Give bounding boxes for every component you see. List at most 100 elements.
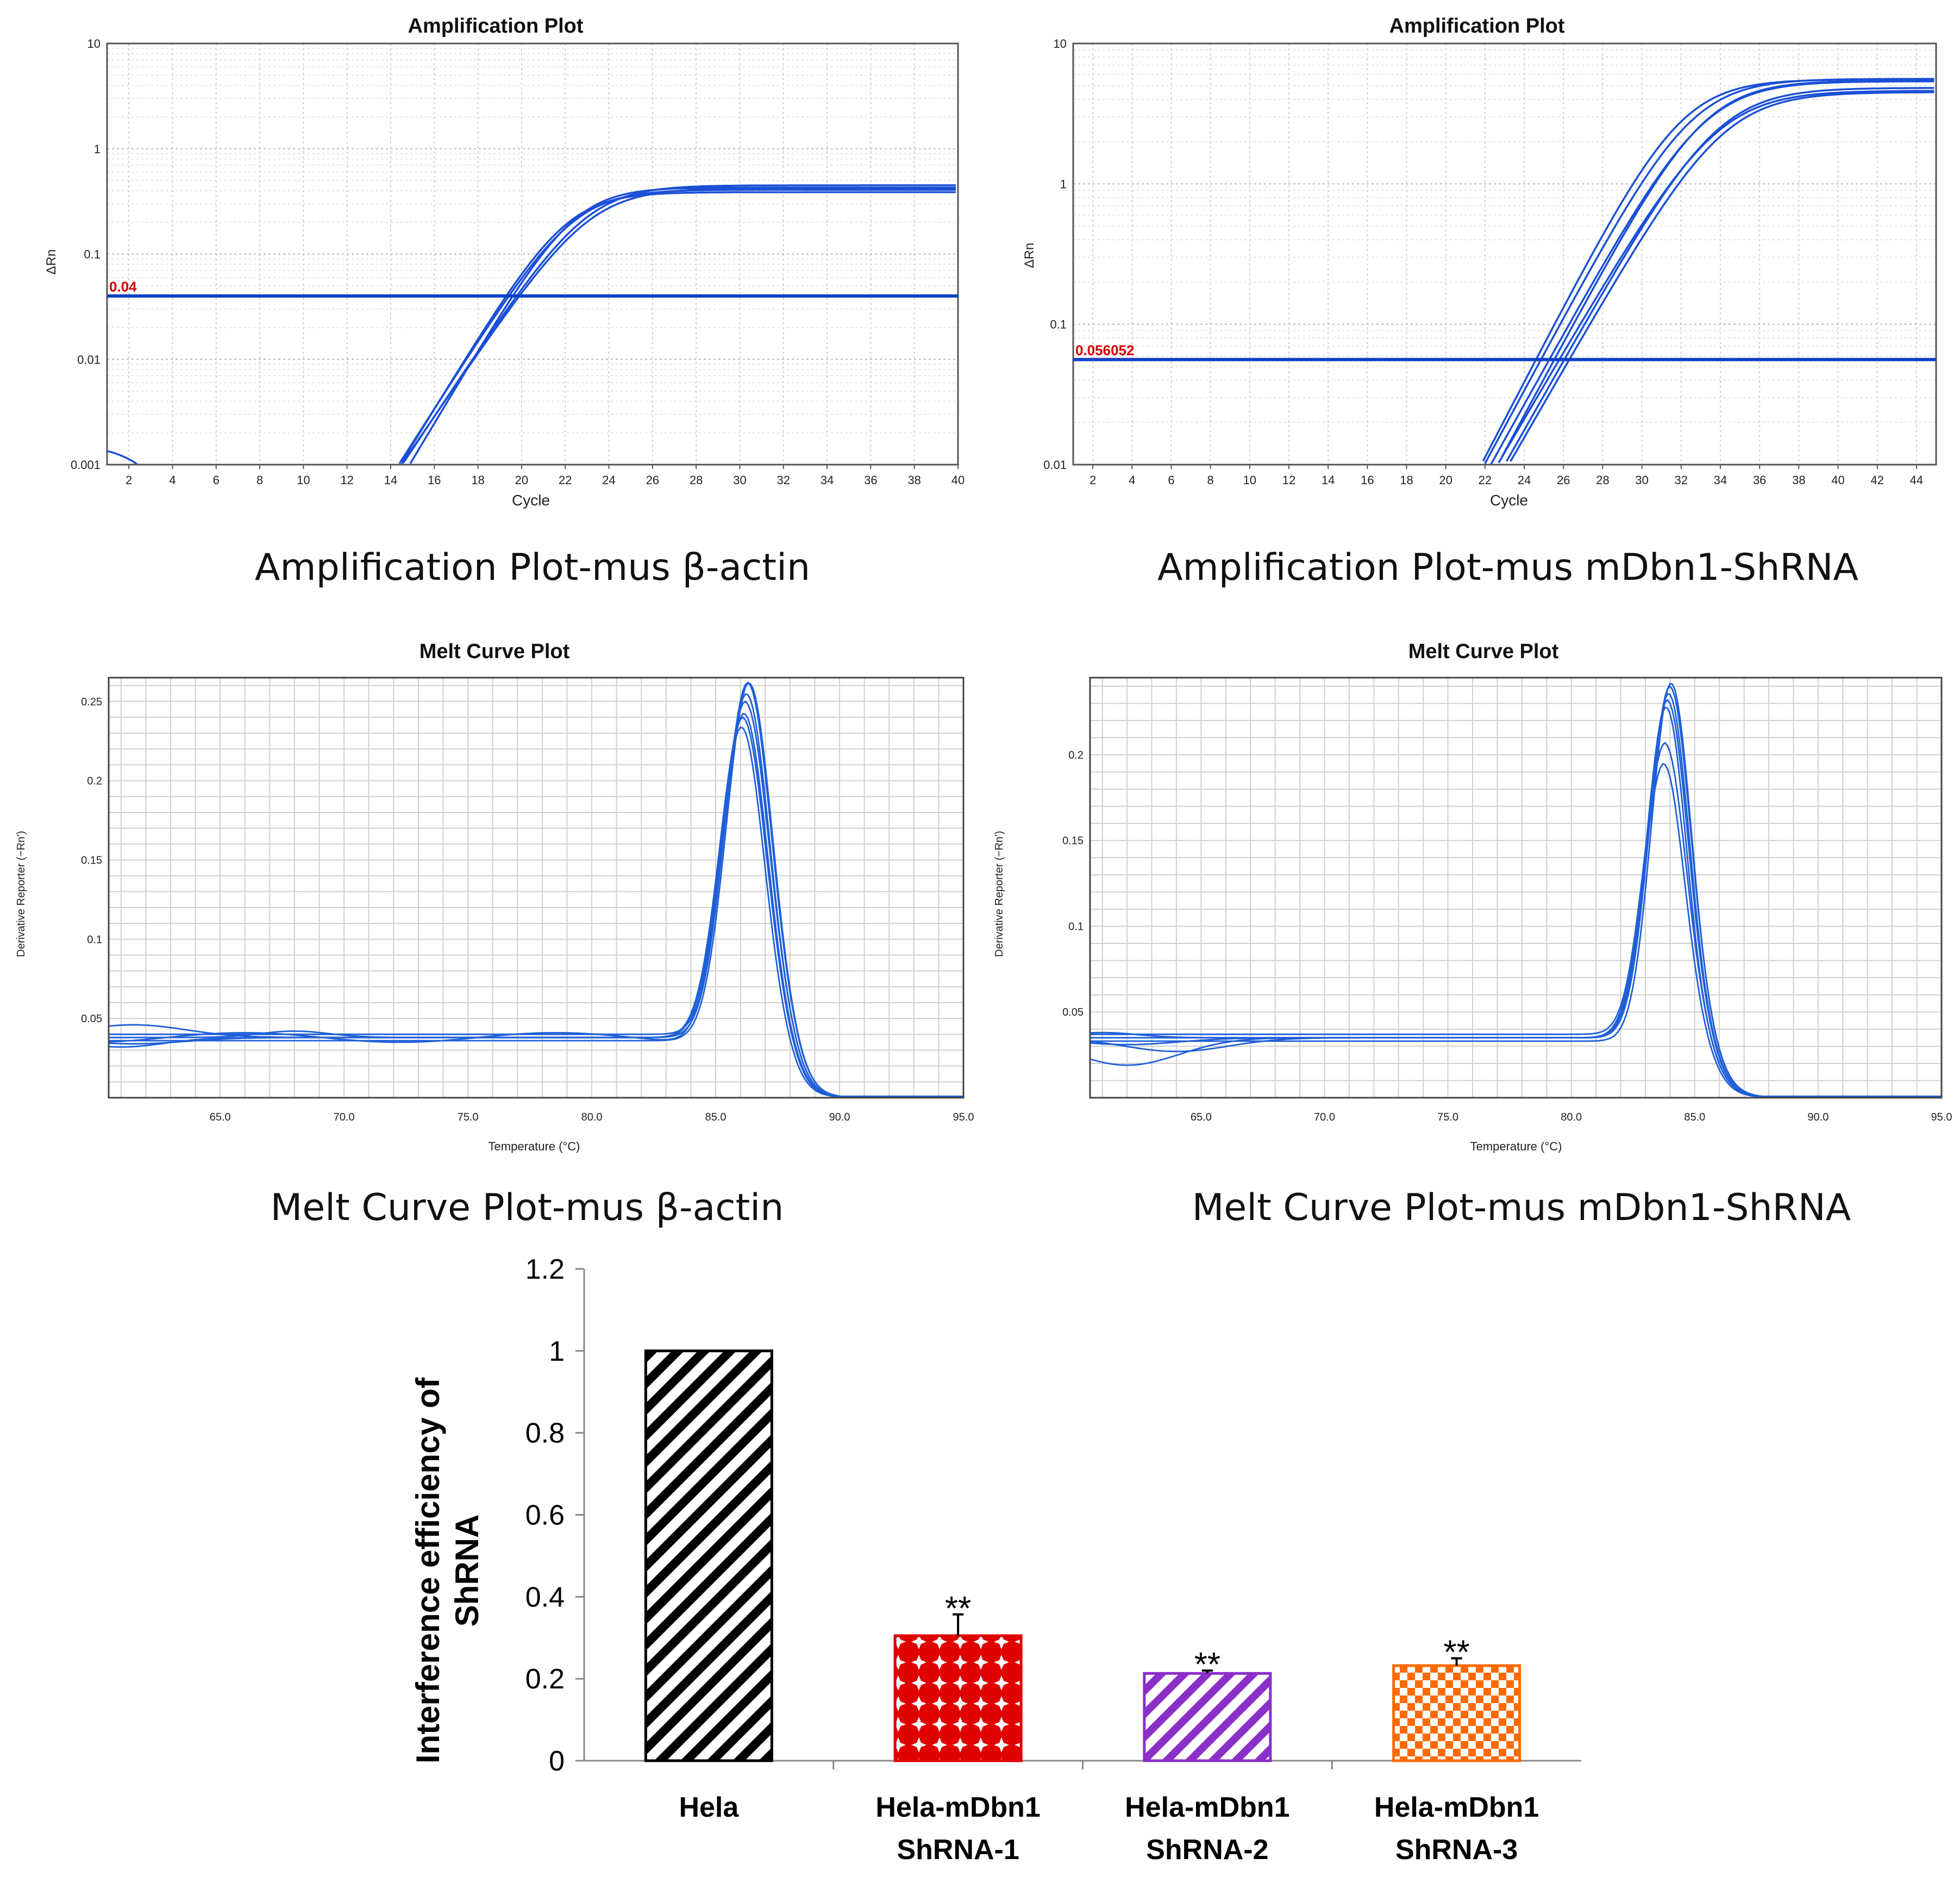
y-axis-label: Derivative Reporter (−Rn') [15, 831, 27, 957]
melt-curve [1090, 683, 1942, 1097]
y-tick-label: 0.25 [81, 696, 102, 708]
melt-curve [109, 693, 963, 1098]
amplification-curve [1482, 78, 1934, 462]
x-tick-label: Hela [679, 1792, 739, 1823]
amplification-curves [107, 184, 956, 466]
bars: Hela ** Hela-mDbn1 ShRNA-1 ** Hela-mDbn1 ShRNA… [644, 1349, 1539, 1866]
x-tick-label: 22 [1479, 473, 1492, 487]
chart-title: Amplification Plot [408, 15, 584, 37]
x-axis-label: Cycle [1490, 492, 1528, 509]
x-tick-label: 36 [1753, 473, 1766, 487]
x-tick-label: 38 [907, 473, 920, 487]
x-tick-label: 80.0 [581, 1111, 603, 1123]
x-tick-label: 32 [1675, 473, 1688, 487]
x-tick-label: 18 [471, 473, 484, 487]
melt-plot-actin: 65.0 70.0 75.0 80.0 85.0 90.0 95.0 0.05 0.1 0.15 0… [15, 640, 974, 1153]
x-tick-label: 22 [559, 473, 572, 487]
melt-curves [108, 681, 963, 1098]
x-tick-label: 6 [213, 473, 220, 487]
y-axis-label-line-2: ShRNA [449, 1515, 485, 1627]
amplification-curve [400, 191, 956, 463]
amp-plot-actin: 2 4 6 8 10 12 14 16 18 20 22 24 26 28 30 32 34 36 38 400.00… [44, 15, 965, 509]
x-tick-label: 8 [256, 473, 263, 487]
y-tick-label: 1 [94, 142, 101, 156]
x-tick-label: Hela-mDbn1 [875, 1792, 1040, 1823]
significance-marker: ** [1194, 1646, 1220, 1684]
bar [1392, 1664, 1521, 1762]
x-tick-label: 75.0 [1437, 1111, 1458, 1123]
x-tick-label: 14 [384, 473, 397, 487]
amplification-curve [398, 189, 956, 464]
x-axis-label: Temperature (°C) [1470, 1140, 1562, 1153]
y-tick-label: 0.01 [77, 353, 101, 366]
x-tick-label: 65.0 [1191, 1111, 1212, 1123]
x-tick-label: 28 [690, 473, 703, 487]
y-axis-label-line-1: Interference efficiency of [410, 1377, 446, 1763]
y-tick-label: 0.001 [71, 458, 101, 472]
amplification-curve [1484, 78, 1934, 464]
x-tick-label: 10 [297, 473, 310, 487]
caption-amp-actin: Amplification Plot-mus β-actin [254, 546, 811, 589]
x-tick-label: 65.0 [210, 1111, 231, 1123]
y-axis-label: Derivative Reporter (−Rn') [993, 831, 1005, 957]
y-tick-label: 0.15 [81, 854, 102, 866]
chart-title: Melt Curve Plot [419, 640, 570, 663]
melt-curve [1089, 698, 1942, 1097]
x-tick-label: 34 [821, 473, 834, 487]
y-tick-label: 0.2 [1068, 749, 1084, 761]
x-tick-label: 42 [1870, 473, 1883, 487]
grid [107, 43, 959, 465]
x-tick-label: ShRNA-3 [1395, 1834, 1518, 1866]
y-tick-label: 0.05 [1062, 1006, 1084, 1018]
y-tick-label: 0.2 [525, 1663, 565, 1695]
x-tick-label: 36 [864, 473, 877, 487]
x-tick-label: Hela-mDbn1 [1374, 1792, 1539, 1823]
x-tick-label: Hela-mDbn1 [1125, 1792, 1289, 1823]
x-tick-label: 32 [777, 473, 790, 487]
y-axis-label: ΔRn [44, 249, 59, 275]
x-tick-label: 85.0 [1684, 1111, 1705, 1123]
amp-plot-shrna: 2 4 6 8 10 12 14 16 18 20 22 24 26 28 30 32 34 36 38 40 42 44… [1022, 15, 1937, 509]
y-tick-label: 0 [549, 1745, 565, 1777]
x-tick-label: 2 [126, 473, 132, 487]
amplification-curve [107, 450, 139, 466]
x-tick-label: 44 [1910, 473, 1923, 487]
y-tick-label: 0.4 [525, 1581, 565, 1613]
melt-curve [108, 712, 963, 1098]
grid [109, 678, 964, 1098]
axes: 65.0 70.0 75.0 80.0 85.0 90.0 95.0 0.05 0.1 0.15 0… [81, 677, 974, 1123]
y-tick-label: 1 [549, 1336, 565, 1367]
x-axis-label: Temperature (°C) [489, 1140, 580, 1153]
plot-frame [1072, 42, 1937, 466]
x-axis-label: Cycle [512, 492, 550, 509]
amplification-curve [1506, 87, 1934, 462]
x-tick-label: 18 [1400, 473, 1413, 487]
x-tick-label: 38 [1792, 473, 1805, 487]
melt-curves [1089, 683, 1942, 1097]
y-tick-label: 0.6 [525, 1500, 565, 1531]
amplification-curves [1482, 78, 1934, 465]
y-tick-label: 1.2 [525, 1254, 565, 1285]
axes: 2 4 6 8 10 12 14 16 18 20 22 24 26 28 30 32 34 36 38 400.00… [71, 37, 965, 487]
grid [1090, 678, 1942, 1098]
bar [893, 1634, 1023, 1762]
x-tick-label: 26 [646, 473, 659, 487]
bar [1143, 1672, 1272, 1762]
x-tick-label: 85.0 [705, 1111, 727, 1123]
x-tick-label: 30 [733, 473, 746, 487]
x-tick-label: 80.0 [1561, 1111, 1582, 1123]
y-tick-label: 0.1 [1068, 921, 1084, 933]
amplification-curve [1510, 91, 1934, 462]
chart-title: Amplification Plot [1389, 15, 1565, 37]
axes: 65.0 70.0 75.0 80.0 85.0 90.0 95.0 0.05 0.1 0.15 0… [1062, 677, 1952, 1123]
x-tick-label: 26 [1557, 473, 1570, 487]
y-tick-label: 0.01 [1043, 458, 1067, 472]
y-tick-label: 0.1 [1050, 318, 1067, 331]
x-tick-label: 16 [1361, 473, 1374, 487]
interference-bar-chart: 0 0.2 0.4 0.6 0.8 1 1.2 Hela ** Hela-mDbn1 ShRNA-… [410, 1254, 1581, 1866]
x-tick-label: 28 [1596, 473, 1609, 487]
y-tick-label: 10 [87, 37, 101, 51]
threshold-label: 0.056052 [1075, 342, 1134, 359]
x-tick-label: 16 [428, 473, 441, 487]
y-axis-label: ΔRn [1022, 243, 1037, 268]
